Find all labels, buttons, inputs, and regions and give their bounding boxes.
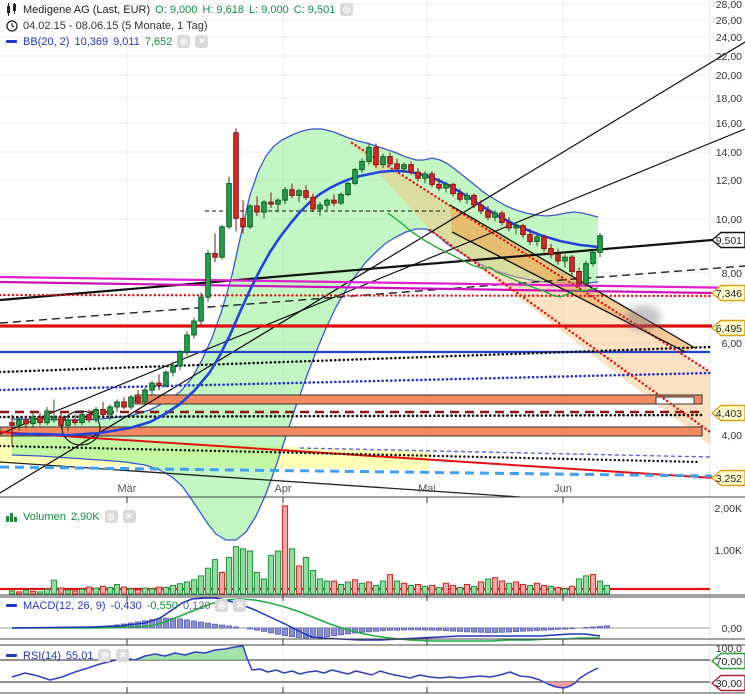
svg-text:18,00: 18,00 <box>716 93 742 105</box>
svg-text:24,00: 24,00 <box>716 32 742 44</box>
svg-text:10,00: 10,00 <box>716 214 742 226</box>
bb-name: BB(20, 2) <box>23 35 70 48</box>
svg-text:30,00: 30,00 <box>716 678 742 690</box>
svg-text:Jun: Jun <box>554 483 572 495</box>
svg-text:26,00: 26,00 <box>716 15 742 27</box>
rsi-legend-row: RSI(14) 55,01 ◎ ✕ <box>5 649 130 662</box>
svg-text:8,00: 8,00 <box>722 268 743 280</box>
date-range: 04.02.15 - 08.06.15 (5 Monate, 1 Tag) <box>23 19 208 32</box>
bb-upper-value: 10,369 <box>74 35 109 48</box>
svg-text:3,252: 3,252 <box>716 473 742 485</box>
instrument-legend-row: Medigene AG (Last, EUR) O: 9,000 H: 9,61… <box>5 3 354 16</box>
volume-close-icon[interactable]: ✕ <box>122 510 136 523</box>
svg-text:7,346: 7,346 <box>716 288 742 300</box>
volume-bars-icon <box>5 510 18 523</box>
svg-text:4,00: 4,00 <box>722 430 743 442</box>
rsi-settings-icon[interactable]: ◎ <box>98 649 112 662</box>
svg-text:1,00K: 1,00K <box>715 545 742 557</box>
svg-text:20,00: 20,00 <box>716 70 742 82</box>
instrument-title: Medigene AG (Last, EUR) <box>23 3 151 16</box>
open-value: O: 9,000 <box>155 3 198 16</box>
svg-text:9,501: 9,501 <box>716 235 742 247</box>
macd-hist-value: 0,120 <box>182 599 211 612</box>
svg-text:12,00: 12,00 <box>716 175 742 187</box>
macd-close-icon[interactable]: ✕ <box>233 599 247 612</box>
svg-text:6,00: 6,00 <box>722 338 743 350</box>
macd-legend-row: MACD(12, 26, 9) -0,430 -0,550 0,120 ◎ ✕ <box>5 599 247 612</box>
low-value: L: 9,000 <box>248 3 289 16</box>
volume-settings-icon[interactable]: ◎ <box>104 510 118 523</box>
settings-icon[interactable]: ◎ <box>340 3 354 16</box>
clock-icon <box>5 19 18 32</box>
rsi-name: RSI(14) <box>23 649 61 662</box>
period-legend-row: 04.02.15 - 08.06.15 (5 Monate, 1 Tag) <box>5 19 207 32</box>
svg-text:Mai: Mai <box>418 483 436 495</box>
bb-mid-value: 9,011 <box>113 35 140 48</box>
macd-name: MACD(12, 26, 9) <box>23 599 106 612</box>
svg-text:4,403: 4,403 <box>716 408 742 420</box>
bb-settings-icon[interactable]: ◎ <box>177 35 191 48</box>
bb-close-icon[interactable]: ✕ <box>195 35 209 48</box>
volume-value: 2,90K <box>70 510 100 523</box>
rsi-close-icon[interactable]: ✕ <box>116 649 130 662</box>
svg-text:6,495: 6,495 <box>716 323 742 335</box>
rsi-value: 55,01 <box>65 649 94 662</box>
svg-text:Mär: Mär <box>118 483 137 495</box>
svg-text:0,00: 0,00 <box>722 623 743 635</box>
close-value: C: 9,501 <box>293 3 336 16</box>
macd-settings-icon[interactable]: ◎ <box>215 599 229 612</box>
bollinger-legend-row: BB(20, 2) 10,369 9,011 7,652 ◎ ✕ <box>5 35 209 48</box>
volume-legend-row: Volumen 2,90K ◎ ✕ <box>5 510 136 523</box>
bb-lower-value: 7,652 <box>144 35 173 48</box>
macd-signal-value: -0,550 <box>146 599 178 612</box>
svg-text:28,00: 28,00 <box>716 0 742 11</box>
svg-text:22,00: 22,00 <box>716 51 742 63</box>
high-value: H: 9,618 <box>202 3 244 16</box>
svg-text:14,00: 14,00 <box>716 147 742 159</box>
candlestick-icon <box>5 3 18 16</box>
macd-value: -0,430 <box>110 599 142 612</box>
svg-text:16,00: 16,00 <box>716 118 742 130</box>
svg-text:100,0: 100,0 <box>716 643 742 655</box>
svg-text:70,00: 70,00 <box>716 656 742 668</box>
svg-text:Apr: Apr <box>274 483 291 495</box>
svg-text:2,00K: 2,00K <box>715 503 742 515</box>
rsi-line-icon <box>5 649 18 662</box>
macd-line-icon <box>5 599 18 612</box>
volume-name: Volumen <box>23 510 66 523</box>
bb-line-icon <box>5 35 18 48</box>
